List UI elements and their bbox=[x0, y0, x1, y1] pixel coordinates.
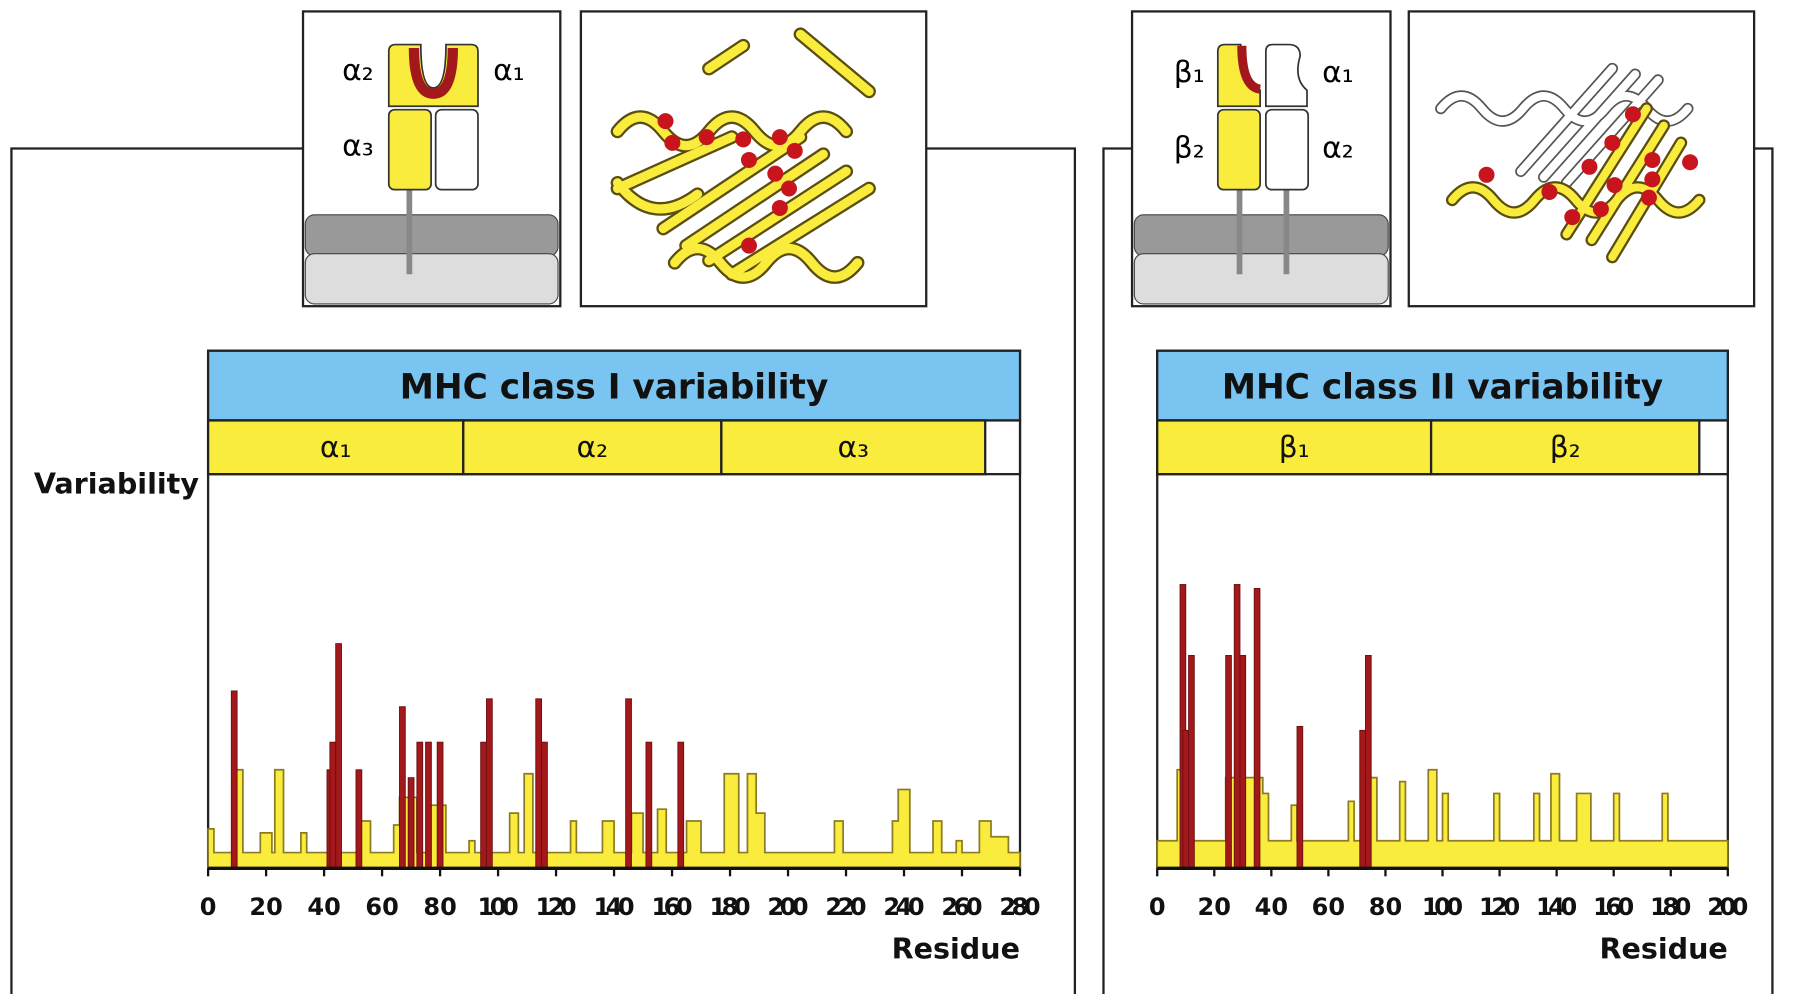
x-tick-label: 120 bbox=[535, 893, 576, 921]
x-tick-label: 100 bbox=[1422, 893, 1463, 921]
x-tick-label: 60 bbox=[1312, 893, 1345, 921]
x-tick-label: 280 bbox=[999, 893, 1040, 921]
x-axis-label: Residue bbox=[892, 932, 1020, 966]
binding-residue-bar bbox=[1234, 585, 1240, 869]
binding-residue-bar bbox=[646, 742, 652, 868]
x-tick-label: 40 bbox=[307, 893, 340, 921]
binding-residue-bar bbox=[231, 691, 237, 868]
charts: MHC class I variability α₁ α₂ α₃ 0 20 40 60 80 10… bbox=[34, 351, 1749, 966]
binding-residue-bar bbox=[408, 778, 414, 869]
x-tick-label: 0 bbox=[200, 893, 217, 921]
x-tick-label: 180 bbox=[709, 893, 750, 921]
x-tick-label: 220 bbox=[825, 893, 866, 921]
frame bbox=[1103, 149, 1132, 994]
binding-residue-bar bbox=[426, 742, 432, 868]
binding-residue-bar bbox=[626, 699, 632, 868]
domain-label: β₂ bbox=[1550, 430, 1581, 465]
domain-label: β₁ bbox=[1279, 430, 1310, 465]
binding-residue-bar bbox=[336, 644, 342, 869]
x-tick-label: 120 bbox=[1479, 893, 1520, 921]
class-i-structure bbox=[581, 11, 926, 306]
domain-label: α₁ bbox=[320, 430, 352, 465]
x-tick-label: 100 bbox=[477, 893, 518, 921]
x-tick-label: 180 bbox=[1650, 893, 1691, 921]
page: α₂ α₁ α₃ β₁ α₁ β₂ α₂ bbox=[0, 0, 1793, 994]
binding-residue-bar bbox=[1183, 730, 1189, 868]
binding-residue-bar bbox=[417, 742, 423, 868]
binding-residue-bar bbox=[1226, 655, 1232, 868]
icon-label: α₂ bbox=[342, 53, 374, 88]
binding-residue-bar bbox=[536, 699, 542, 868]
membrane bbox=[305, 215, 558, 256]
icon-label: α₁ bbox=[493, 53, 525, 88]
b2m bbox=[436, 110, 478, 190]
membrane bbox=[305, 254, 558, 304]
binding-residue-bar bbox=[437, 742, 443, 868]
binding-residue-bar bbox=[356, 770, 362, 869]
x-tick-label: 140 bbox=[593, 893, 634, 921]
binding-residue-bar bbox=[399, 707, 405, 869]
binding-residue-bar bbox=[1254, 588, 1260, 868]
binding-residue-bar bbox=[542, 742, 548, 868]
x-tick-label: 200 bbox=[1707, 893, 1748, 921]
chart-title: MHC class II variability bbox=[1222, 368, 1663, 408]
class-ii-structure bbox=[1409, 11, 1754, 306]
binding-residue-bar bbox=[486, 699, 492, 868]
binding-residue-bar bbox=[678, 742, 684, 868]
binding-residue-bar bbox=[1365, 655, 1371, 868]
x-tick-label: 260 bbox=[941, 893, 982, 921]
x-tick-label: 200 bbox=[767, 893, 808, 921]
icon-label: α₁ bbox=[1322, 55, 1354, 90]
binding-residue-bar bbox=[1240, 655, 1246, 868]
icon-label: α₂ bbox=[1322, 131, 1354, 166]
x-tick-label: 20 bbox=[249, 893, 282, 921]
x-tick-label: 0 bbox=[1149, 893, 1166, 921]
icon-label: α₃ bbox=[342, 128, 374, 163]
x-tick-label: 20 bbox=[1198, 893, 1231, 921]
domain-label: α₂ bbox=[577, 430, 609, 465]
chart-title: MHC class I variability bbox=[400, 368, 829, 408]
icon-label: β₁ bbox=[1174, 55, 1205, 90]
membrane bbox=[1134, 215, 1388, 256]
x-tick-label: 40 bbox=[1255, 893, 1288, 921]
class-ii-schematic: β₁ α₁ β₂ α₂ bbox=[1132, 11, 1390, 306]
x-tick-label: 140 bbox=[1536, 893, 1577, 921]
class-i-schematic: α₂ α₁ α₃ bbox=[303, 11, 560, 306]
binding-residue-bar bbox=[330, 742, 336, 868]
x-tick-label: 80 bbox=[423, 893, 456, 921]
alpha3 bbox=[389, 110, 431, 190]
figure: α₂ α₁ α₃ β₁ α₁ β₂ α₂ bbox=[0, 0, 1793, 994]
x-tick-label: 80 bbox=[1369, 893, 1402, 921]
x-tick-label: 160 bbox=[651, 893, 692, 921]
binding-residue-bar bbox=[1189, 655, 1195, 868]
domain-label: α₃ bbox=[838, 430, 870, 465]
x-tick-label: 60 bbox=[365, 893, 398, 921]
x-tick-label: 240 bbox=[883, 893, 924, 921]
alpha2 bbox=[1266, 110, 1308, 190]
x-tick-label: 160 bbox=[1593, 893, 1634, 921]
binding-residue-bar bbox=[1297, 726, 1303, 868]
frame bbox=[1754, 149, 1772, 994]
y-axis-label: Variability bbox=[34, 467, 200, 501]
membrane bbox=[1134, 254, 1388, 304]
x-axis-label: Residue bbox=[1599, 932, 1727, 966]
binding-residue-bar bbox=[1360, 730, 1366, 868]
beta2 bbox=[1218, 110, 1260, 190]
icon-label: β₂ bbox=[1174, 131, 1205, 166]
binding-residue-bar bbox=[481, 742, 487, 868]
